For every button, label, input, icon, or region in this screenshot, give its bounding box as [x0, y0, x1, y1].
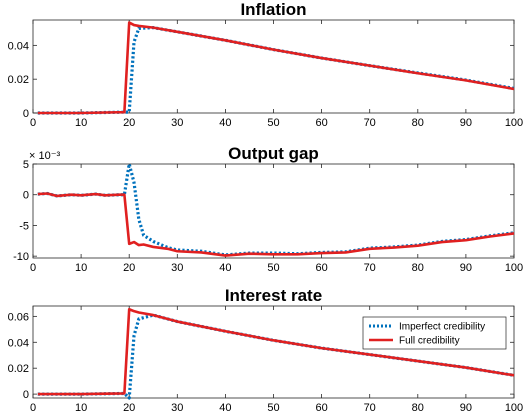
chart-title: Interest rate: [225, 286, 322, 305]
x-tick-label: 40: [219, 402, 231, 414]
x-tick-label: 50: [267, 117, 279, 129]
x-tick-label: 70: [364, 402, 376, 414]
chart-title: Inflation: [240, 0, 306, 19]
x-tick-label: 100: [505, 402, 523, 414]
x-tick-label: 80: [412, 117, 424, 129]
legend-entry: Full credibility: [399, 336, 460, 347]
x-tick-label: 100: [505, 262, 523, 274]
x-tick-label: 50: [267, 262, 279, 274]
panel-2: Output gap 0 10 20 30 40 50 60 70 80 90 100 -10 -5 0 5×…: [13, 144, 523, 274]
legend-box: [362, 316, 507, 350]
legend: Imperfect credibility Full credibility: [362, 316, 507, 350]
y-tick-label: 0.02: [8, 363, 29, 375]
chart-title: Output gap: [228, 144, 319, 163]
series-line-full: [37, 21, 515, 115]
y-tick-label: 5: [23, 159, 29, 171]
x-tick-label: 80: [412, 262, 424, 274]
x-tick-label: 90: [460, 402, 472, 414]
panel-3: Interest rate 0 10 20 30 40 50 60 70 80 90 100 0 0.02…: [8, 286, 524, 414]
x-tick-label: 0: [30, 117, 36, 129]
x-tick-label: 10: [75, 402, 87, 414]
x-tick-label: 0: [30, 262, 36, 274]
x-tick-label: 30: [171, 262, 183, 274]
x-tick-label: 30: [171, 402, 183, 414]
x-tick-label: 90: [460, 262, 472, 274]
series-line-full: [37, 307, 515, 396]
y-tick-label: -5: [19, 220, 29, 232]
x-tick-label: 70: [364, 117, 376, 129]
x-tick-label: 10: [75, 262, 87, 274]
x-tick-label: 0: [30, 402, 36, 414]
x-tick-label: 60: [315, 402, 327, 414]
x-tick-label: 20: [123, 117, 135, 129]
x-tick-label: 20: [123, 402, 135, 414]
axes-box: [32, 19, 515, 114]
x-tick-label: 50: [267, 402, 279, 414]
y-tick-label: -10: [13, 251, 29, 263]
x-tick-label: 30: [171, 117, 183, 129]
y-exponent-label: × 10⁻³: [29, 150, 61, 162]
x-tick-label: 20: [123, 262, 135, 274]
y-tick-label: 0.04: [8, 337, 29, 349]
x-tick-label: 80: [412, 402, 424, 414]
y-tick-label: 0: [23, 190, 29, 202]
x-tick-label: 40: [219, 262, 231, 274]
x-tick-label: 90: [460, 117, 472, 129]
panel-1: Inflation 0 10 20 30 40 50 60 70 80 90 100 0 0.02 0.04: [8, 0, 524, 129]
y-tick-label: 0.02: [8, 74, 29, 86]
x-tick-label: 100: [505, 117, 523, 129]
x-tick-label: 60: [315, 117, 327, 129]
x-tick-label: 60: [315, 262, 327, 274]
x-tick-label: 10: [75, 117, 87, 129]
legend-entry: Imperfect credibility: [399, 322, 485, 333]
y-tick-label: 0.04: [8, 40, 29, 52]
y-tick-label: 0.06: [8, 311, 29, 323]
x-tick-label: 40: [219, 117, 231, 129]
axes-box: [32, 163, 515, 259]
x-tick-label: 70: [364, 262, 376, 274]
series-line-full: [37, 192, 515, 257]
y-tick-label: 0: [23, 389, 29, 401]
y-tick-label: 0: [23, 108, 29, 120]
